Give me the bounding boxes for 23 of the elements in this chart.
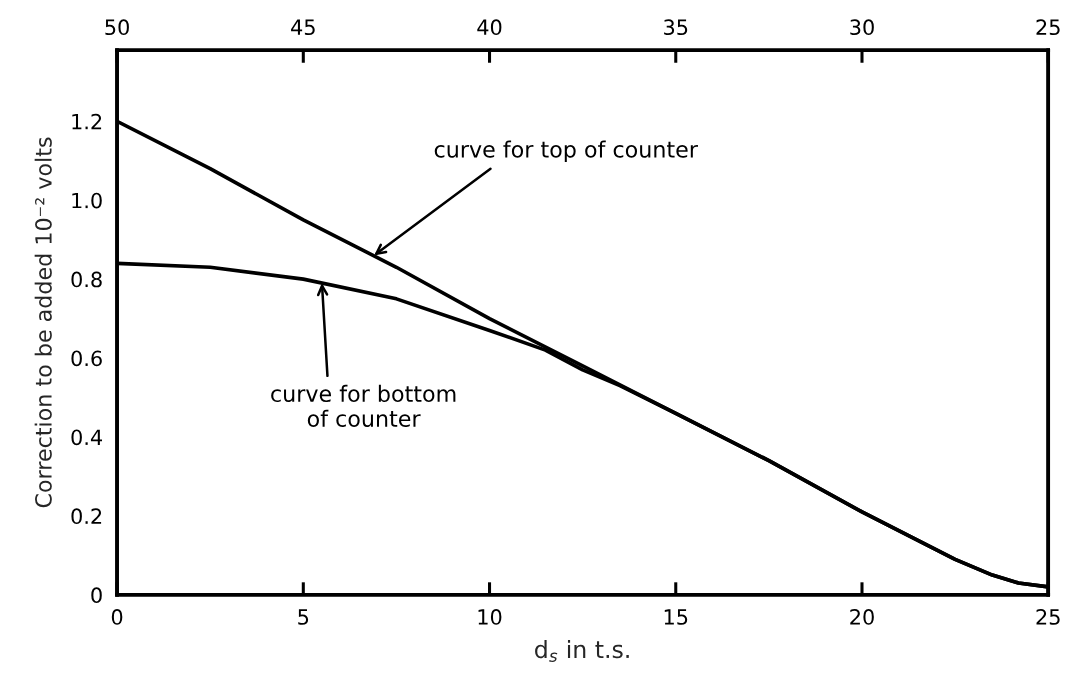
y-axis-title: Correction to be added 10⁻² volts [34,137,52,508]
annotation: curve for top of counter [434,140,698,163]
x2-tick-label: 30 [850,19,874,36]
x-tick-label: 5 [298,609,309,625]
x2-tick-label: 25 [1036,19,1060,36]
y-tick-label: 0 [91,587,102,604]
x2-tick-label: 35 [664,19,688,36]
y-tick-label: 0.6 [71,350,102,367]
x2-tick-label: 45 [291,19,315,36]
x-tick-label: 25 [1036,609,1060,625]
y-tick-label: 0.8 [71,271,102,288]
x-tick-label: 10 [478,609,502,625]
y-tick-label: 1.0 [72,192,102,209]
x-axis-title: d$_{s}$ in t.s. [535,639,629,663]
y-tick-label: 0.4 [71,429,103,446]
x-tick-label: 0 [111,609,123,625]
x2-tick-label: 50 [105,19,129,36]
x2-tick-label: 40 [477,19,502,36]
annotation: curve for bottom of counter [271,384,456,427]
x-tick-label: 20 [850,609,874,625]
x-tick-label: 15 [664,609,688,625]
y-tick-label: 1.2 [72,113,102,130]
y-tick-label: 0.2 [71,508,102,525]
